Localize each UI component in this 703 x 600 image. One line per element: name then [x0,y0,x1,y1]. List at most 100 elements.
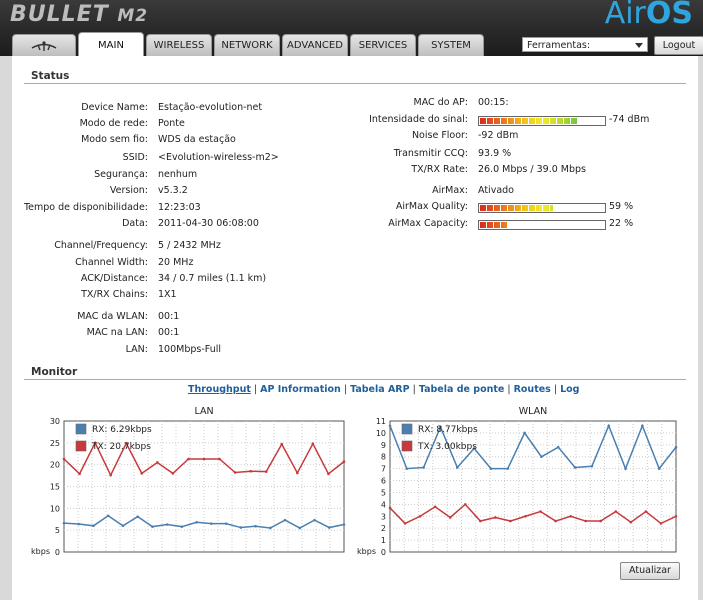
data-point [269,526,272,530]
status-label: LAN: [125,344,148,355]
data-point [584,519,587,523]
data-point [78,472,81,476]
tab-services[interactable]: SERVICES [350,34,416,56]
status-value: 22 % [609,218,634,229]
status-value: <Evolution-wireless-m2> [158,152,279,163]
y-tick-label: 6 [381,477,386,486]
legend-label: TX: 3.00kbps [417,442,477,452]
y-tick-label: 30 [50,417,60,426]
tab-network[interactable]: NETWORK [214,34,280,56]
tab-system[interactable]: SYSTEM [418,34,484,56]
refresh-button[interactable]: Atualizar [620,562,680,580]
data-point [388,424,392,428]
link-ap-information[interactable]: AP Information [260,384,341,395]
status-label: TX/RX Chains: [81,289,148,300]
data-point [239,526,243,529]
data-point [195,521,198,524]
tab-advanced[interactable]: ADVANCED [282,34,348,56]
status-label: Data: [122,218,148,229]
y-tick-label: 15 [50,483,60,492]
link-routes[interactable]: Routes [513,384,551,395]
status-label: ACK/Distance: [80,273,148,284]
data-point [489,467,493,470]
data-point [644,510,648,513]
data-point [573,466,577,469]
data-point [523,431,526,435]
tab-main[interactable]: MAIN [78,32,144,56]
link-tabela-de-ponte[interactable]: Tabela de ponte [418,384,505,395]
data-point [674,445,678,449]
data-point [641,424,644,428]
y-axis-label: kbps [31,547,50,556]
y-tick-label: 20 [50,461,60,470]
data-point [109,473,112,477]
legend-swatch [401,423,413,435]
y-tick-label: 8 [381,453,386,462]
data-point [433,505,437,509]
status-value: 12:23:03 [158,202,201,213]
data-point [92,524,95,528]
data-point [463,503,467,506]
tx-series-line [389,503,677,525]
data-point [448,516,452,519]
status-value: 5 / 2432 MHz [158,240,221,251]
lan-chart: LAN 0 5 10 15 20 25 30 kbps RX: 6.29kbps TX: 20.7k… [31,406,346,557]
data-point [554,519,557,523]
status-label: Intensidade do sinal: [369,114,468,125]
chevron-down-icon [635,43,643,48]
signal-bar [478,203,606,213]
link-throughput[interactable]: Throughput [188,384,251,395]
status-label: Version: [109,185,148,196]
y-tick-label: 7 [381,465,386,474]
status-label: Noise Floor: [411,130,468,141]
status-value: 00:15: [478,97,509,108]
status-label: Tempo de disponibilidade: [23,202,148,213]
status-value: -92 dBm [478,130,519,141]
data-point [607,424,611,428]
data-point [624,467,627,470]
y-tick-label: 10 [50,504,60,513]
data-point [455,466,459,469]
tab-wireless[interactable]: WIRELESS [146,34,212,56]
rx-series-line [389,423,677,471]
legend-swatch [75,423,87,435]
data-point [313,518,316,522]
tools-selected-value: Ferramentas: [527,40,591,51]
data-point [249,469,252,473]
status-label: Device Name: [81,102,148,113]
data-point [224,522,228,525]
wlan-chart: WLAN 0 1 2 3 4 5 6 7 8 9 10 11 kbps RX: 8.77kbps TX: 3.… [357,406,678,557]
status-value: -74 dBm [609,114,650,125]
data-point [405,467,409,470]
data-point [539,510,542,513]
tools-select[interactable]: Ferramentas: [522,37,648,52]
data-point [171,472,175,475]
data-point [524,514,527,518]
y-tick-label: 4 [381,500,386,509]
logout-button[interactable]: Logout [654,36,703,55]
link-log[interactable]: Log [560,384,580,395]
legend-swatch [401,440,413,452]
data-point [218,457,221,461]
data-point [479,519,482,523]
data-point [156,461,159,464]
data-point [210,522,213,525]
airos-logo: AirOS [604,0,693,31]
status-label: AirMax Capacity: [388,218,468,229]
tab-ubnt[interactable] [12,34,76,56]
status-label: AirMax Quality: [395,201,468,212]
data-point [124,441,128,445]
status-label: SSID: [122,152,148,163]
data-point [403,522,407,525]
link-tabela-arp[interactable]: Tabela ARP [350,384,410,395]
status-label: MAC na LAN: [86,327,148,338]
data-point [472,447,476,450]
data-point [674,514,678,518]
status-value: 2011-04-30 06:08:00 [158,218,259,229]
status-value: 00:1 [158,327,180,338]
y-tick-label: 5 [55,526,60,535]
data-point [422,466,425,469]
y-tick-label: 3 [381,512,386,521]
data-point [151,525,154,528]
status-label: MAC do AP: [413,97,468,108]
